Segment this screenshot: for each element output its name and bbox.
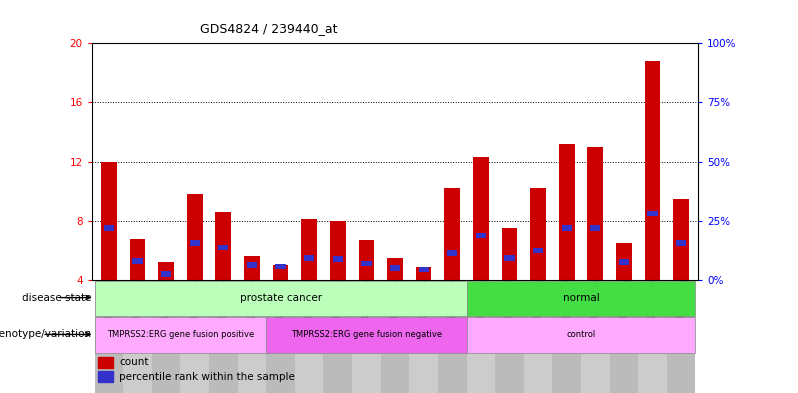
Bar xyxy=(533,248,543,253)
Text: prostate cancer: prostate cancer xyxy=(239,293,322,303)
Bar xyxy=(161,271,172,277)
Text: normal: normal xyxy=(563,293,599,303)
Bar xyxy=(476,233,486,239)
Bar xyxy=(123,280,152,393)
Bar xyxy=(473,157,488,280)
Text: disease state: disease state xyxy=(22,293,92,303)
Bar xyxy=(218,244,228,250)
Bar xyxy=(438,280,467,393)
Bar xyxy=(352,280,381,393)
Bar xyxy=(215,212,231,280)
Bar xyxy=(361,261,372,266)
Bar xyxy=(645,61,661,280)
Bar xyxy=(95,280,123,393)
Text: genotype/variation: genotype/variation xyxy=(0,329,92,340)
Text: TMPRSS2:ERG gene fusion negative: TMPRSS2:ERG gene fusion negative xyxy=(290,330,442,339)
Bar xyxy=(238,280,267,393)
Bar xyxy=(387,258,403,280)
Bar xyxy=(418,267,429,272)
Bar xyxy=(381,280,409,393)
Bar xyxy=(562,225,572,231)
Bar xyxy=(587,147,603,280)
Bar xyxy=(267,318,467,353)
Bar xyxy=(244,256,260,280)
Bar xyxy=(591,225,600,231)
Bar xyxy=(467,280,495,393)
Bar xyxy=(187,194,203,280)
Bar xyxy=(581,280,610,393)
Bar xyxy=(104,225,114,231)
Text: count: count xyxy=(119,357,148,367)
Bar xyxy=(502,228,517,280)
Bar xyxy=(409,280,438,393)
Bar xyxy=(302,219,317,280)
Bar xyxy=(158,262,174,280)
Bar xyxy=(610,280,638,393)
Text: percentile rank within the sample: percentile rank within the sample xyxy=(119,372,295,382)
Bar xyxy=(390,265,400,271)
Bar xyxy=(295,280,323,393)
Bar xyxy=(98,371,113,382)
Bar xyxy=(98,357,113,368)
Text: GDS4824 / 239440_at: GDS4824 / 239440_at xyxy=(200,22,337,35)
Bar xyxy=(647,211,658,216)
Bar xyxy=(323,280,352,393)
Bar xyxy=(530,188,546,280)
Bar xyxy=(552,280,581,393)
Bar xyxy=(358,240,374,280)
Bar xyxy=(523,280,552,393)
Bar xyxy=(467,318,695,353)
Bar xyxy=(267,280,295,393)
Bar xyxy=(559,144,575,280)
Bar xyxy=(467,281,695,316)
Bar xyxy=(152,280,180,393)
Bar xyxy=(209,280,238,393)
Bar xyxy=(330,221,346,280)
Bar xyxy=(618,259,629,265)
Bar xyxy=(101,162,117,280)
Bar xyxy=(95,281,467,316)
Bar xyxy=(95,318,267,353)
Text: control: control xyxy=(567,330,595,339)
Bar xyxy=(495,280,523,393)
Bar xyxy=(674,198,689,280)
Bar xyxy=(676,240,686,246)
Bar xyxy=(273,265,288,280)
Bar xyxy=(616,243,632,280)
Bar xyxy=(275,264,286,270)
Bar xyxy=(132,258,143,264)
Bar xyxy=(638,280,667,393)
Bar xyxy=(180,280,209,393)
Bar xyxy=(129,239,145,280)
Bar xyxy=(333,256,343,262)
Bar xyxy=(416,266,432,280)
Bar xyxy=(304,255,314,261)
Text: TMPRSS2:ERG gene fusion positive: TMPRSS2:ERG gene fusion positive xyxy=(107,330,254,339)
Bar xyxy=(444,188,460,280)
Bar xyxy=(504,255,515,261)
Bar xyxy=(190,240,200,246)
Bar xyxy=(447,250,457,256)
Bar xyxy=(667,280,695,393)
Bar xyxy=(247,263,257,268)
